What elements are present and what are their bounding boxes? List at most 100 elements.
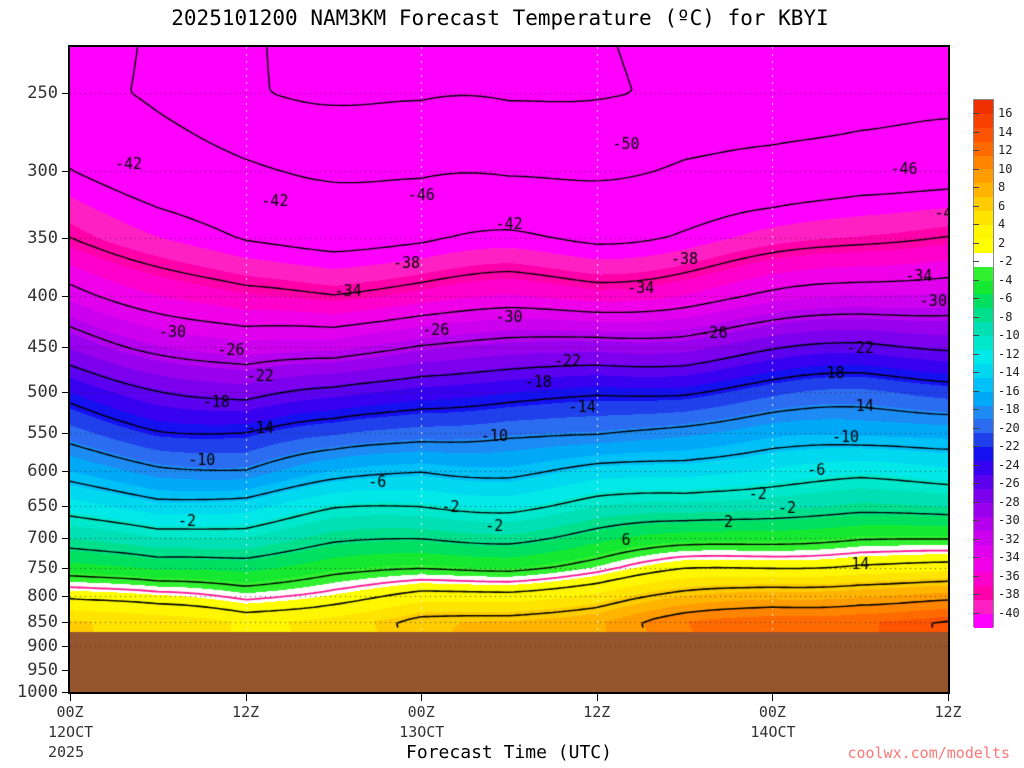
colorbar-swatch bbox=[974, 377, 993, 392]
colorbar-label: -12 bbox=[998, 346, 1020, 361]
colorbar-swatch bbox=[974, 225, 993, 239]
colorbar-label: 6 bbox=[998, 198, 1006, 213]
colorbar-label: -4 bbox=[998, 272, 1013, 287]
x-axis-year-label: 2025 bbox=[48, 743, 85, 761]
y-axis-tick bbox=[62, 295, 68, 297]
colorbar-label: -38 bbox=[998, 587, 1020, 602]
x-axis-tick bbox=[245, 694, 247, 701]
colorbar-tick bbox=[973, 168, 979, 170]
colorbar-swatch bbox=[974, 350, 993, 364]
y-axis-label: 400 bbox=[27, 285, 58, 306]
colorbar-label: 12 bbox=[998, 143, 1013, 158]
y-axis-tick bbox=[62, 646, 68, 648]
y-axis-label: 950 bbox=[27, 659, 58, 680]
colorbar-label: -26 bbox=[998, 476, 1020, 491]
colorbar-swatch bbox=[974, 419, 993, 434]
colorbar-tick bbox=[973, 372, 979, 374]
colorbar-swatch bbox=[974, 405, 993, 420]
colorbar-swatch bbox=[974, 211, 993, 226]
colorbar-label: -32 bbox=[998, 531, 1020, 546]
colorbar-tick bbox=[973, 316, 979, 318]
colorbar-tick bbox=[973, 224, 979, 226]
x-axis-date-label: 14OCT bbox=[750, 723, 796, 741]
colorbar-tick bbox=[973, 279, 979, 281]
colorbar-tick bbox=[973, 483, 979, 485]
colorbar-swatch bbox=[974, 544, 993, 559]
y-axis-tick bbox=[62, 346, 68, 348]
y-axis-label: 650 bbox=[27, 495, 58, 516]
x-axis-label: 00Z bbox=[56, 703, 84, 721]
colorbar-swatch bbox=[974, 294, 993, 309]
colorbar-swatch bbox=[974, 613, 993, 628]
colorbar-label: -40 bbox=[998, 606, 1020, 620]
y-axis-label: 700 bbox=[27, 527, 58, 548]
colorbar-label: 8 bbox=[998, 180, 1006, 195]
colorbar-tick bbox=[973, 261, 979, 263]
temperature-cross-section bbox=[70, 47, 948, 692]
colorbar-swatch bbox=[974, 266, 993, 281]
colorbar-tick bbox=[973, 613, 979, 614]
colorbar-label: 10 bbox=[998, 161, 1013, 176]
colorbar-swatch bbox=[974, 447, 993, 462]
colorbar-swatch bbox=[974, 600, 993, 614]
colorbar-tick bbox=[973, 427, 979, 429]
y-axis-tick bbox=[62, 238, 68, 240]
plot-area bbox=[68, 45, 950, 694]
colorbar-tick bbox=[973, 501, 979, 503]
colorbar-swatch bbox=[974, 558, 993, 573]
colorbar-swatch bbox=[974, 155, 993, 170]
colorbar-tick bbox=[973, 575, 979, 577]
colorbar-swatch bbox=[974, 197, 993, 212]
colorbar-swatch bbox=[974, 363, 993, 378]
colorbar-label: 14 bbox=[998, 124, 1013, 139]
y-axis-tick bbox=[62, 392, 68, 394]
colorbar bbox=[973, 99, 994, 628]
y-axis-tick bbox=[62, 471, 68, 473]
y-axis-label: 900 bbox=[27, 636, 58, 657]
colorbar-swatch bbox=[974, 572, 993, 587]
x-axis-tick bbox=[70, 694, 71, 701]
y-axis-tick bbox=[62, 537, 68, 539]
y-axis-label: 850 bbox=[27, 611, 58, 632]
colorbar-label: -8 bbox=[998, 309, 1013, 324]
colorbar-tick bbox=[973, 594, 979, 596]
colorbar-label: -6 bbox=[998, 291, 1013, 306]
y-axis-label: 550 bbox=[27, 423, 58, 444]
colorbar-tick bbox=[973, 298, 979, 300]
x-axis-label: 00Z bbox=[758, 703, 786, 721]
colorbar-swatch bbox=[974, 169, 993, 184]
colorbar-label: 4 bbox=[998, 217, 1006, 232]
colorbar-swatch bbox=[974, 252, 993, 267]
colorbar-label: -30 bbox=[998, 513, 1020, 528]
y-axis-label: 500 bbox=[27, 382, 58, 403]
colorbar-tick bbox=[973, 464, 979, 466]
colorbar-tick bbox=[973, 390, 979, 392]
watermark: coolwx.com/modelts bbox=[847, 744, 1010, 762]
page-title: 2025101200 NAM3KM Forecast Temperature (… bbox=[171, 6, 829, 30]
colorbar-swatch bbox=[974, 113, 993, 128]
colorbar-swatch bbox=[974, 516, 993, 531]
colorbar-tick bbox=[973, 150, 979, 152]
colorbar-tick bbox=[973, 335, 979, 337]
colorbar-tick bbox=[973, 520, 979, 522]
colorbar-tick bbox=[973, 538, 979, 540]
colorbar-label: -24 bbox=[998, 457, 1020, 472]
x-axis-date-label: 13OCT bbox=[399, 723, 445, 741]
colorbar-tick bbox=[973, 242, 979, 244]
x-axis-title: Forecast Time (UTC) bbox=[406, 742, 612, 763]
colorbar-tick bbox=[973, 353, 979, 355]
y-axis-label: 600 bbox=[27, 461, 58, 482]
colorbar-swatch bbox=[974, 475, 993, 489]
colorbar-label: -34 bbox=[998, 550, 1020, 565]
colorbar-label: -18 bbox=[998, 402, 1020, 417]
colorbar-label: -14 bbox=[998, 365, 1020, 380]
colorbar-swatch bbox=[974, 280, 993, 295]
colorbar-label: 16 bbox=[998, 106, 1013, 120]
y-axis-tick bbox=[62, 669, 68, 671]
x-axis-label: 00Z bbox=[407, 703, 435, 721]
y-axis-tick bbox=[62, 595, 68, 597]
colorbar-label: -20 bbox=[998, 420, 1020, 435]
colorbar-swatch bbox=[974, 461, 993, 476]
x-axis-label: 12Z bbox=[934, 703, 962, 721]
colorbar-tick bbox=[973, 446, 979, 448]
